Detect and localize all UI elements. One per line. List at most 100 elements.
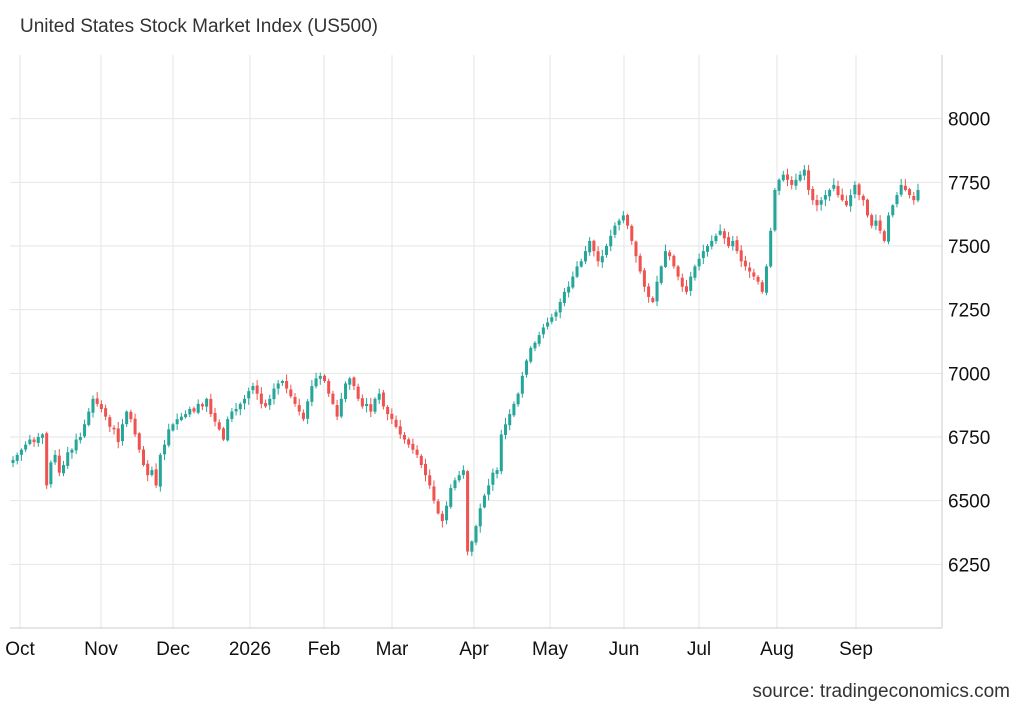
candle-body: [365, 403, 369, 407]
candle-body: [546, 322, 550, 327]
candle-body: [150, 470, 154, 475]
candle-body: [272, 388, 276, 400]
x-tick-label: Jun: [609, 639, 640, 660]
candle-body: [411, 443, 415, 450]
candle-body: [853, 184, 857, 195]
candle-body: [512, 403, 516, 416]
candle-body: [407, 439, 411, 445]
candle-body: [684, 286, 689, 292]
candle-body: [78, 437, 82, 441]
candle-body: [141, 449, 146, 466]
candle-body: [706, 246, 710, 252]
x-tick-label: Apr: [459, 639, 489, 660]
candle-body: [798, 174, 802, 181]
candle-body: [634, 241, 638, 257]
candle-body: [344, 383, 348, 400]
candle-body: [861, 195, 865, 201]
candle-body: [398, 426, 402, 435]
candle-body: [457, 475, 461, 481]
candle-body: [870, 215, 874, 226]
candle-body: [188, 408, 192, 415]
candle-body: [583, 251, 587, 262]
chart-title: United States Stock Market Index (US500): [20, 16, 378, 37]
candle-body: [840, 194, 844, 201]
candle-body: [571, 276, 575, 288]
candle-body: [163, 444, 167, 455]
candle-body: [356, 386, 360, 399]
candle-body: [217, 422, 221, 430]
candle-body: [773, 189, 777, 231]
candle-body: [419, 455, 423, 466]
candle-body: [525, 360, 529, 375]
candle-body: [916, 189, 920, 201]
candle-body: [815, 199, 819, 206]
candle-body: [655, 281, 659, 302]
candle-body: [520, 375, 524, 394]
candle-body: [550, 317, 554, 322]
y-tick-label: 7750: [948, 173, 990, 194]
candle-body: [807, 170, 811, 190]
candle-body: [474, 526, 478, 543]
candle-body: [133, 418, 137, 435]
candle-body: [53, 454, 57, 463]
candle-body: [24, 444, 28, 450]
candle-body: [680, 277, 684, 287]
candle-body: [36, 437, 40, 443]
candle-body: [882, 231, 886, 241]
candle-body: [255, 385, 259, 394]
candle-body: [15, 454, 19, 461]
candle-body: [445, 505, 449, 521]
candle-body: [339, 398, 343, 417]
x-tick-label: Oct: [5, 639, 35, 660]
candle-body: [49, 462, 53, 485]
candle-body: [575, 266, 579, 277]
y-tick-label: 7500: [948, 237, 990, 258]
candle-body: [651, 297, 655, 303]
candle-body: [478, 508, 482, 527]
candle-body: [61, 465, 66, 474]
candle-body: [276, 383, 280, 389]
candle-body: [794, 179, 798, 186]
candle-body: [891, 205, 895, 216]
candle-body: [874, 220, 878, 226]
candle-body: [129, 411, 133, 420]
x-tick-label: May: [532, 639, 568, 660]
candle-body: [40, 434, 44, 438]
candle-body: [487, 485, 491, 495]
candle-body: [280, 380, 284, 383]
candle-body: [752, 272, 756, 277]
candle-body: [83, 424, 87, 437]
candle-body: [360, 398, 364, 407]
candle-body: [626, 215, 630, 226]
candle-body: [785, 174, 790, 180]
candle-body: [722, 231, 726, 239]
candle-body: [529, 347, 533, 362]
candle-body: [743, 260, 747, 267]
candle-body: [297, 405, 301, 412]
candle-body: [352, 377, 356, 387]
candle-body: [579, 261, 583, 267]
candle-body: [895, 195, 899, 205]
candle-body: [314, 378, 318, 387]
candle-body: [209, 398, 213, 415]
candle-body: [760, 282, 764, 292]
grid-layer: [10, 55, 943, 629]
candle-body: [125, 411, 129, 425]
candle-body: [200, 404, 204, 407]
y-tick-label: 7250: [948, 301, 990, 322]
candle-body: [508, 414, 512, 426]
candle-body: [588, 240, 592, 253]
x-tick-label: Aug: [760, 639, 794, 660]
candle-body: [503, 424, 508, 435]
candle-body: [710, 240, 714, 247]
candle-body: [175, 419, 179, 425]
candle-body: [402, 434, 406, 440]
candle-body: [348, 378, 352, 385]
candle-body: [242, 398, 247, 404]
candle-body: [91, 398, 95, 413]
candle-body: [440, 513, 444, 522]
axis-layer: 6250 6500 6750 7000 7250 7500 7750 8000 Oct Nov De…: [5, 110, 990, 660]
x-tick-label: Nov: [84, 639, 118, 660]
candle-body: [554, 312, 558, 317]
